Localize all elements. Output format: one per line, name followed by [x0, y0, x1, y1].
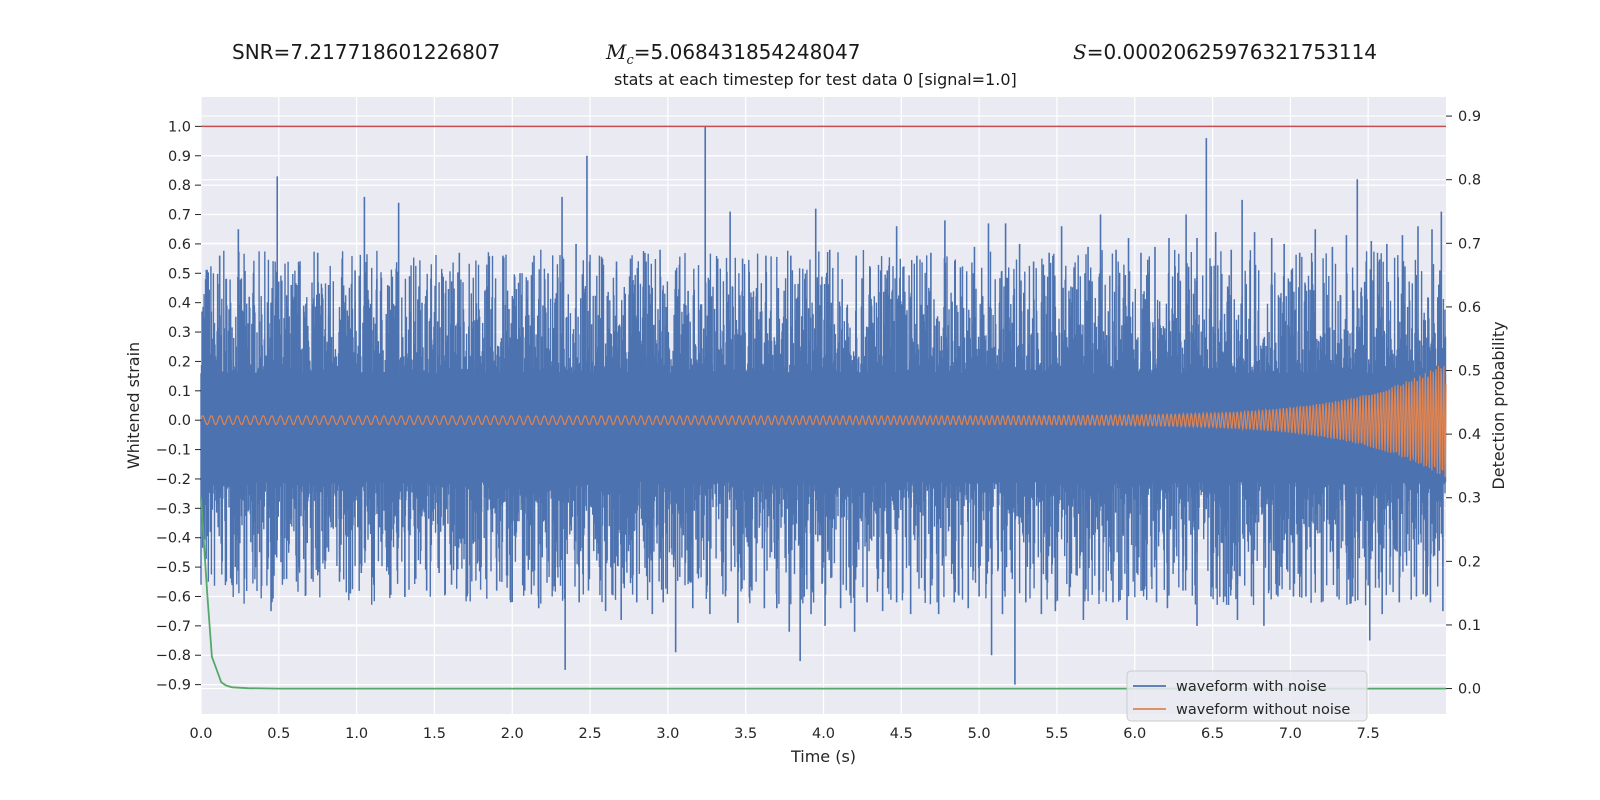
- y-tick-label: 0.0: [168, 413, 191, 429]
- right-y-tick-label: 0.5: [1458, 364, 1481, 380]
- y-tick-label: 0.1: [168, 384, 191, 400]
- chart-title: stats at each timestep for test data 0 […: [614, 70, 1017, 89]
- snr-label: SNR=: [232, 40, 291, 64]
- right-y-tick-label: 0.6: [1458, 300, 1481, 316]
- y-tick-label: −0.4: [156, 531, 191, 547]
- y-tick-label: 0.6: [168, 237, 191, 253]
- chirp-mass-value: =5.068431854248047: [633, 40, 861, 64]
- y-tick-label: −0.6: [156, 589, 191, 605]
- y-tick-label: −0.1: [156, 443, 191, 459]
- x-tick-label: 5.5: [1045, 726, 1068, 742]
- y-tick-label: −0.7: [156, 619, 191, 635]
- y-tick-label: −0.5: [156, 560, 191, 576]
- chirp-mass-symbol: M: [606, 40, 627, 64]
- detection-probability-series: [200, 497, 1446, 690]
- x-tick-label: 4.0: [812, 726, 835, 742]
- x-tick-label: 1.5: [423, 726, 446, 742]
- legend: waveform with noise waveform without noi…: [1126, 670, 1368, 722]
- statistic-symbol: S: [1073, 40, 1087, 64]
- x-axis-label: Time (s): [790, 747, 856, 766]
- x-tick-label: 2.0: [501, 726, 524, 742]
- right-y-tick-label: 0.7: [1458, 236, 1481, 252]
- x-tick-label: 0.0: [189, 726, 212, 742]
- x-tick-label: 5.0: [968, 726, 991, 742]
- snr-annotation: SNR=7.217718601226807: [232, 40, 500, 64]
- right-y-tick-label: 0.2: [1458, 554, 1481, 570]
- clean-waveform-series: [200, 365, 1447, 478]
- y-tick-label: 0.2: [168, 354, 191, 370]
- statistic-annotation: S=0.00020625976321753114: [1073, 40, 1377, 64]
- x-tick-label: 6.0: [1123, 726, 1146, 742]
- x-tick-label: 4.5: [890, 726, 913, 742]
- legend-label-noisy: waveform with noise: [1176, 679, 1327, 695]
- y-axis-label: Whitened strain: [124, 342, 143, 469]
- right-y-tick-label: 0.1: [1458, 618, 1481, 634]
- x-tick-label: 1.0: [345, 726, 368, 742]
- y-tick-label: 0.3: [168, 325, 191, 341]
- x-tick-label: 7.0: [1279, 726, 1302, 742]
- right-y-tick-label: 0.3: [1458, 491, 1481, 507]
- right-y-tick-label: 0.8: [1458, 173, 1481, 189]
- y-tick-label: −0.3: [156, 501, 191, 517]
- right-y-tick-label: 0.9: [1458, 109, 1481, 125]
- x-tick-label: 7.5: [1357, 726, 1380, 742]
- data-layer: [200, 125, 1447, 690]
- chirp-mass-annotation: Mc=5.068431854248047: [606, 40, 860, 68]
- x-tick-label: 3.5: [734, 726, 757, 742]
- x-tick-label: 6.5: [1201, 726, 1224, 742]
- right-y-axis-label: Detection probability: [1489, 321, 1508, 489]
- x-tick-label: 0.5: [267, 726, 290, 742]
- statistic-value: =0.00020625976321753114: [1086, 40, 1378, 64]
- y-tick-label: −0.8: [156, 648, 191, 664]
- y-tick-label: −0.9: [156, 678, 191, 694]
- y-tick-label: −0.2: [156, 472, 191, 488]
- y-tick-label: 0.9: [168, 149, 191, 165]
- y-tick-label: 0.4: [168, 296, 191, 312]
- right-y-tick-label: 0.0: [1458, 682, 1481, 698]
- y-tick-label: 1.0: [168, 119, 191, 135]
- right-y-tick-label: 0.4: [1458, 427, 1481, 443]
- legend-box: [1126, 670, 1368, 722]
- snr-value: 7.217718601226807: [290, 40, 501, 64]
- x-tick-label: 2.5: [579, 726, 602, 742]
- ticks: 0.0 0.5 1.0 1.5 2.0 2.5 3.0 3.5 4.0 4.5 5.0 5.5 6.0 6…: [156, 109, 1481, 742]
- y-tick-label: 0.8: [168, 178, 191, 194]
- chirp-mass-subscript: c: [626, 53, 634, 68]
- legend-label-clean: waveform without noise: [1176, 702, 1350, 718]
- x-tick-label: 3.0: [656, 726, 679, 742]
- y-tick-label: 0.5: [168, 266, 191, 282]
- y-tick-label: 0.7: [168, 208, 191, 224]
